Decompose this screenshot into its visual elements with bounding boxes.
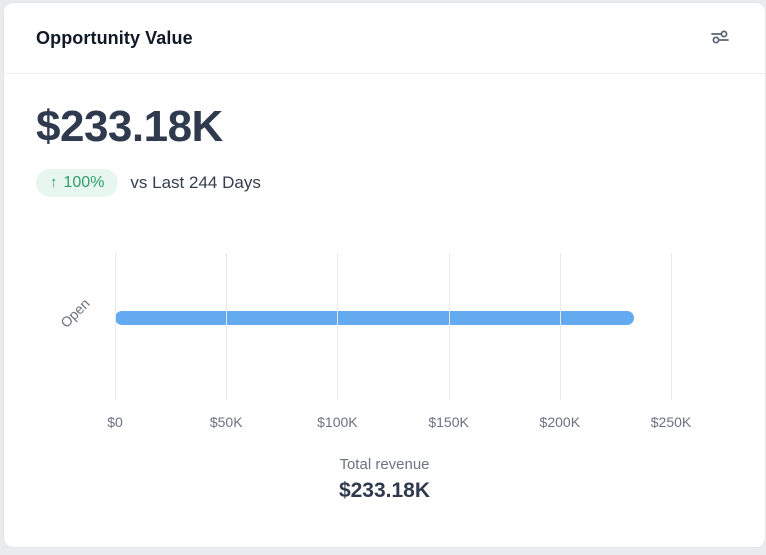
chart-footer: Total revenue $233.18K bbox=[36, 456, 733, 503]
comparison-period-label: vs Last 244 Days bbox=[130, 172, 261, 192]
x-tick-label: $150K bbox=[428, 413, 469, 430]
arrow-up-icon: ↑ bbox=[50, 173, 58, 191]
x-tick-label: $250K bbox=[650, 413, 692, 430]
chart-plot-area: Open bbox=[57, 252, 672, 400]
gridline bbox=[226, 252, 228, 400]
total-revenue-value: $233.18K bbox=[338, 478, 431, 502]
gridline bbox=[115, 252, 116, 400]
total-revenue-label: Total revenue bbox=[339, 455, 430, 473]
trend-percent: 100% bbox=[63, 173, 105, 191]
card-body: $233.18K ↑ 100% vs Last 244 Days Open $0… bbox=[4, 74, 765, 503]
x-axis-tick-labels: $0 $50K $100K $150K $200K $250K bbox=[107, 400, 691, 434]
primary-metric-value: $233.18K bbox=[36, 102, 223, 151]
x-tick-label: $0 bbox=[107, 413, 123, 430]
chart-settings-button[interactable] bbox=[707, 25, 733, 52]
trend-row: ↑ 100% vs Last 244 Days bbox=[36, 168, 733, 197]
gridline bbox=[671, 252, 672, 400]
open-value-bar[interactable] bbox=[115, 310, 634, 325]
gridline bbox=[337, 252, 339, 400]
x-tick-label: $100K bbox=[317, 413, 358, 430]
gridline bbox=[559, 252, 561, 400]
x-tick-label: $50K bbox=[209, 413, 243, 430]
opportunity-value-card: Opportunity Value $233.18K ↑ 100% vs Las… bbox=[3, 2, 766, 548]
gridline bbox=[448, 252, 450, 400]
trend-badge: ↑ 100% bbox=[36, 168, 119, 197]
bar-chart: Open $0 $50K $100K $150K $200K $250K bbox=[36, 252, 733, 434]
x-tick-label: $200K bbox=[539, 413, 581, 430]
y-axis-category-label: Open bbox=[57, 294, 93, 331]
page-title: Opportunity Value bbox=[36, 27, 193, 48]
card-header: Opportunity Value bbox=[4, 3, 765, 74]
sliders-icon bbox=[709, 27, 731, 50]
